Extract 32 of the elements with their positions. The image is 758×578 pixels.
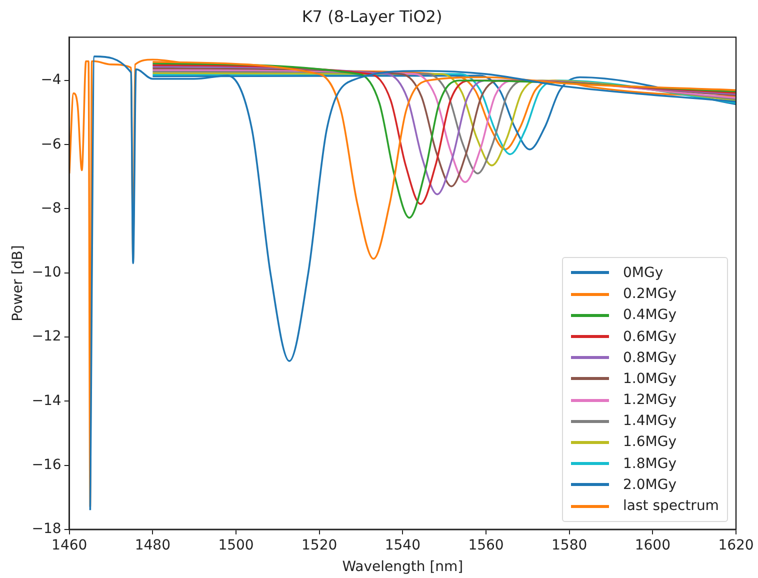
- y-tick-label: −18: [32, 521, 62, 538]
- y-tick-label: −16: [32, 456, 62, 473]
- y-tick-label: −14: [32, 392, 62, 409]
- legend-label: 2.0MGy: [623, 476, 676, 493]
- y-tick-label: −4: [40, 72, 62, 88]
- legend-label: 1.2MGy: [623, 392, 676, 408]
- legend-label: 1.4MGy: [623, 413, 676, 430]
- x-tick-label: 1500: [218, 537, 254, 554]
- legend-label: 1.6MGy: [623, 434, 676, 450]
- legend-label: 1.0MGy: [623, 370, 676, 387]
- legend-label: 0.4MGy: [623, 307, 676, 324]
- legend-label: 0.2MGy: [623, 286, 676, 302]
- y-tick-label: −8: [40, 200, 62, 216]
- x-tick-label: 1520: [302, 537, 338, 554]
- x-tick-label: 1480: [134, 537, 170, 554]
- x-axis-title: Wavelength [nm]: [342, 559, 464, 576]
- legend-label: last spectrum: [623, 498, 719, 514]
- x-tick-label: 1620: [718, 537, 754, 554]
- x-tick-label: 1580: [552, 537, 588, 554]
- legend-label: 1.8MGy: [623, 456, 676, 472]
- legend-label: 0MGy: [623, 264, 664, 281]
- x-tick-label: 1560: [468, 537, 504, 554]
- legend-label: 0.8MGy: [623, 350, 676, 366]
- x-tick-label: 1540: [384, 537, 420, 554]
- y-tick-label: −6: [40, 136, 62, 152]
- legend-label: 0.6MGy: [623, 328, 676, 345]
- y-tick-label: −10: [32, 264, 62, 281]
- chart-title: K7 (8-Layer TiO2): [302, 6, 442, 26]
- y-axis-title: Power [dB]: [10, 245, 26, 322]
- y-tick-label: −12: [32, 328, 62, 345]
- x-tick-label: 1460: [52, 537, 88, 554]
- x-tick-label: 1600: [634, 537, 670, 554]
